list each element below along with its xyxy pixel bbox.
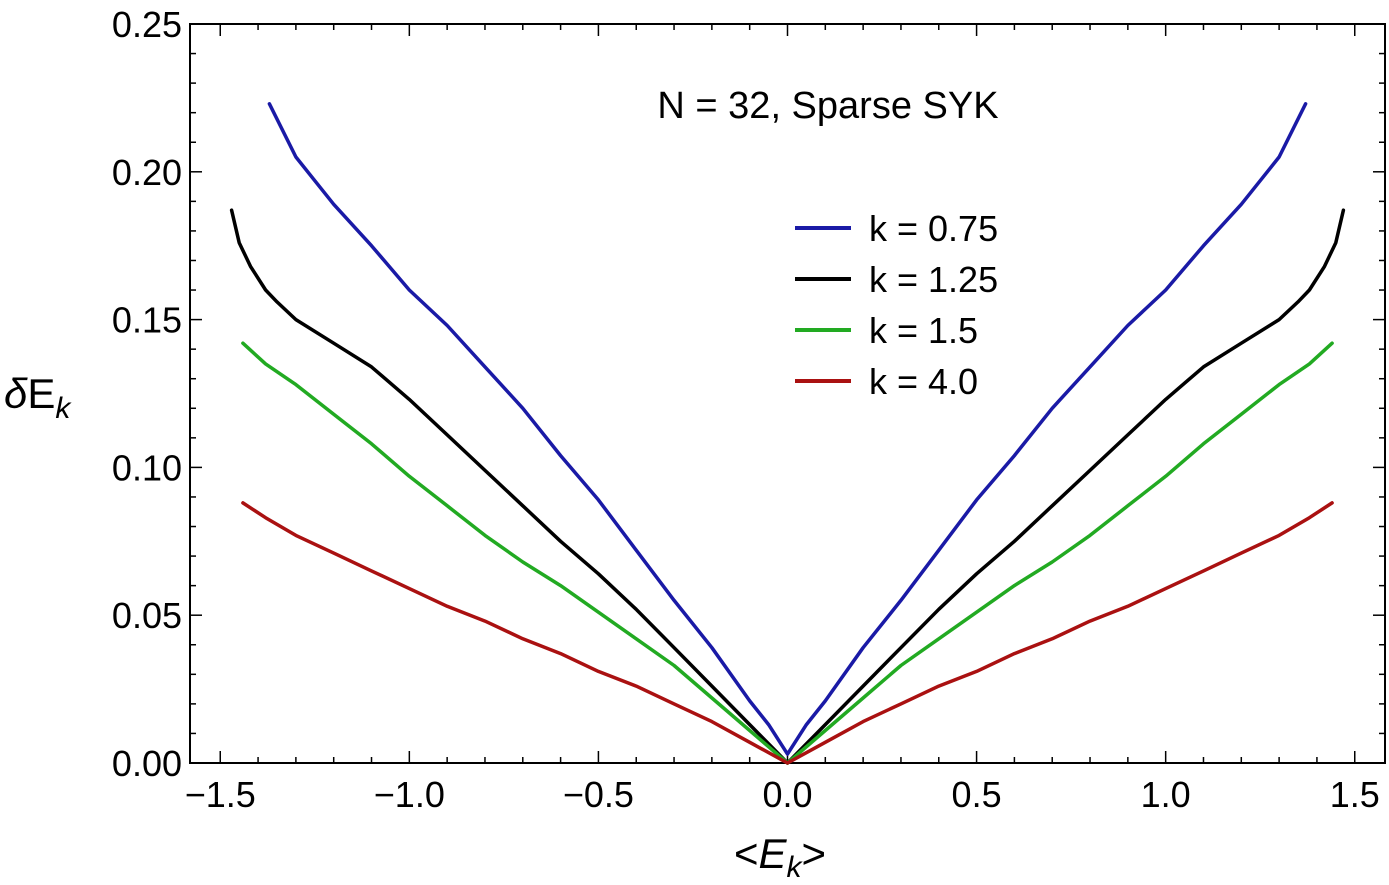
plot-frame bbox=[189, 23, 1386, 764]
legend-label: k = 4.0 bbox=[869, 361, 978, 402]
x-axis-label-sub: k bbox=[787, 851, 804, 884]
x-tick-label: −0.5 bbox=[563, 774, 634, 815]
legend-label: k = 1.25 bbox=[869, 259, 998, 300]
y-tick-label: 0.10 bbox=[112, 447, 182, 488]
x-axis-label-main: E bbox=[758, 830, 787, 877]
x-tick-label: 1.0 bbox=[1141, 774, 1191, 815]
x-tick-label: 0.0 bbox=[762, 774, 812, 815]
x-tick-label: −1.5 bbox=[185, 774, 256, 815]
x-axis-label-prefix: < bbox=[734, 830, 759, 877]
y-tick-label: 0.25 bbox=[112, 4, 182, 45]
x-tick-labels: −1.5 −1.0 −0.5 0.0 0.5 1.0 1.5 bbox=[185, 774, 1380, 815]
x-tick-label: 1.5 bbox=[1330, 774, 1380, 815]
legend: k = 0.75 k = 1.25 k = 1.5 k = 4.0 bbox=[795, 208, 998, 402]
series-line-2 bbox=[229, 208, 1346, 765]
y-tick-labels: 0.00 0.05 0.10 0.15 0.20 0.25 bbox=[112, 4, 182, 784]
legend-label: k = 0.75 bbox=[869, 208, 998, 249]
y-axis-label-delta: δ bbox=[4, 370, 28, 417]
chart-annotation: N = 32, Sparse SYK bbox=[657, 85, 998, 127]
y-axis-label-main: E bbox=[27, 370, 55, 417]
series-line-4 bbox=[241, 501, 1334, 765]
series-line-3 bbox=[241, 341, 1334, 765]
series-lines bbox=[229, 102, 1346, 765]
series-line-1 bbox=[267, 102, 1308, 756]
y-tick-label: 0.05 bbox=[112, 595, 182, 636]
y-axis-label: δEk bbox=[4, 370, 72, 425]
y-axis-label-sub: k bbox=[55, 392, 72, 425]
y-tick-label: 0.00 bbox=[112, 743, 182, 784]
y-tick-label: 0.15 bbox=[112, 300, 182, 341]
y-tick-label: 0.20 bbox=[112, 152, 182, 193]
ticks bbox=[190, 23, 1385, 764]
x-tick-label: 0.5 bbox=[952, 774, 1002, 815]
x-tick-label: −1.0 bbox=[374, 774, 445, 815]
x-axis-label-suffix: > bbox=[802, 830, 827, 877]
x-axis-label: <Ek> bbox=[734, 830, 826, 884]
legend-label: k = 1.5 bbox=[869, 310, 978, 351]
